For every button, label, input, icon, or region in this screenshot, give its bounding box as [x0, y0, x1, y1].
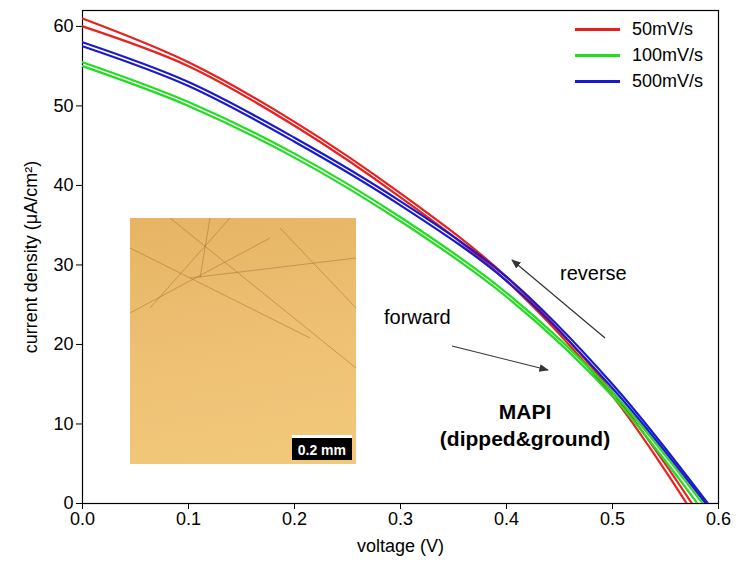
svg-text:voltage (V): voltage (V)	[357, 536, 444, 556]
html-text:500mV/s: 500mV/s	[632, 70, 703, 91]
svg-text:50: 50	[53, 96, 73, 116]
html-text:(dipped&ground): (dipped&ground)	[439, 427, 611, 450]
svg-text:10: 10	[53, 414, 73, 434]
svg-text:current density (μA/cm²): current density (μA/cm²)	[21, 161, 41, 353]
html-text:0.2 mm: 0.2 mm	[297, 442, 346, 458]
svg-text:0.5: 0.5	[600, 509, 625, 529]
svg-text:0: 0	[63, 493, 74, 514]
svg-text:0.1: 0.1	[176, 509, 201, 529]
html-text:reverse: reverse	[560, 262, 627, 284]
html-text:forward: forward	[384, 306, 451, 328]
html-text:100mV/s: 100mV/s	[632, 44, 703, 65]
svg-text:60: 60	[53, 16, 73, 36]
svg-text:20: 20	[53, 334, 73, 354]
html-text:50mV/s: 50mV/s	[632, 18, 693, 39]
svg-text:0.6: 0.6	[706, 509, 731, 529]
svg-text:0.4: 0.4	[494, 509, 519, 529]
svg-text:0.2: 0.2	[282, 509, 307, 529]
svg-text:0.3: 0.3	[388, 509, 413, 529]
html-text:MAPI: MAPI	[498, 400, 552, 423]
svg-text:30: 30	[53, 255, 73, 275]
svg-text:40: 40	[53, 175, 73, 195]
svg-text:0.0: 0.0	[70, 509, 95, 529]
